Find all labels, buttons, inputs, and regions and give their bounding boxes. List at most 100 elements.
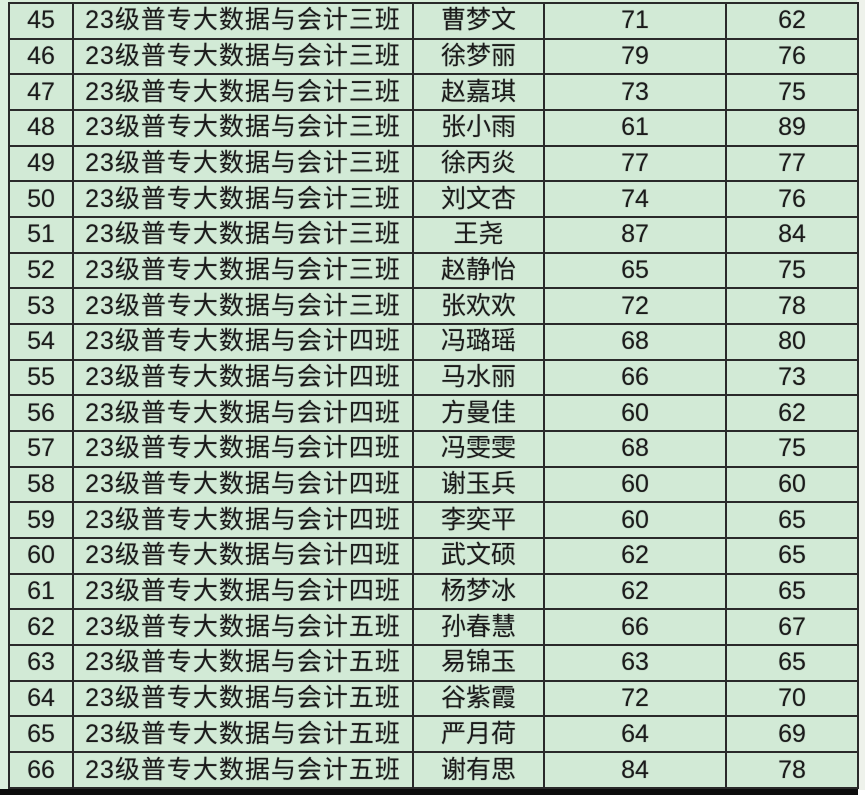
cell-score-2[interactable]: 75 [725, 430, 859, 468]
cell-student-name[interactable]: 徐丙炎 [412, 144, 545, 183]
cell-score-1[interactable]: 62 [543, 537, 727, 575]
cell-class-name[interactable]: 23级普专大数据与会计五班 [72, 608, 414, 647]
cell-student-name[interactable]: 武文硕 [412, 537, 545, 575]
cell-score-1[interactable]: 60 [543, 465, 727, 504]
cell-score-1[interactable]: 66 [543, 608, 727, 647]
cell-class-name[interactable]: 23级普专大数据与会计三班 [72, 287, 414, 326]
cell-class-name[interactable]: 23级普专大数据与会计四班 [72, 501, 414, 540]
cell-student-name[interactable]: 方曼佳 [412, 394, 545, 433]
cell-score-2[interactable]: 76 [725, 37, 859, 76]
cell-student-name[interactable]: 李奕平 [412, 501, 545, 540]
cell-score-1[interactable]: 60 [543, 394, 727, 433]
cell-score-1[interactable]: 71 [543, 2, 727, 40]
cell-student-name[interactable]: 冯雯雯 [412, 430, 545, 468]
cell-score-1[interactable]: 72 [543, 287, 727, 326]
cell-student-name[interactable]: 杨梦冰 [412, 572, 545, 611]
cell-row-number[interactable]: 55 [8, 358, 74, 397]
cell-row-number[interactable]: 57 [8, 430, 74, 468]
cell-student-name[interactable]: 曹梦文 [412, 2, 545, 40]
cell-class-name[interactable]: 23级普专大数据与会计五班 [72, 715, 414, 754]
cell-class-name[interactable]: 23级普专大数据与会计四班 [72, 358, 414, 397]
cell-student-name[interactable]: 易锦玉 [412, 644, 545, 682]
cell-row-number[interactable]: 49 [8, 144, 74, 183]
cell-class-name[interactable]: 23级普专大数据与会计三班 [72, 144, 414, 183]
cell-score-2[interactable]: 65 [725, 537, 859, 575]
cell-student-name[interactable]: 赵静怡 [412, 251, 545, 290]
cell-score-1[interactable]: 74 [543, 180, 727, 219]
cell-class-name[interactable]: 23级普专大数据与会计四班 [72, 465, 414, 504]
cell-class-name[interactable]: 23级普专大数据与会计三班 [72, 2, 414, 40]
cell-student-name[interactable]: 马水丽 [412, 358, 545, 397]
cell-row-number[interactable]: 63 [8, 644, 74, 682]
cell-student-name[interactable]: 王尧 [412, 216, 545, 254]
cell-class-name[interactable]: 23级普专大数据与会计三班 [72, 109, 414, 147]
cell-score-2[interactable]: 65 [725, 501, 859, 540]
cell-row-number[interactable]: 54 [8, 323, 74, 361]
cell-score-1[interactable]: 64 [543, 715, 727, 754]
cell-student-name[interactable]: 谷紫霞 [412, 679, 545, 718]
cell-row-number[interactable]: 45 [8, 2, 74, 40]
cell-score-2[interactable]: 67 [725, 608, 859, 647]
cell-score-2[interactable]: 75 [725, 251, 859, 290]
cell-class-name[interactable]: 23级普专大数据与会计四班 [72, 323, 414, 361]
cell-score-1[interactable]: 68 [543, 430, 727, 468]
cell-student-name[interactable]: 张小雨 [412, 109, 545, 147]
cell-row-number[interactable]: 51 [8, 216, 74, 254]
cell-student-name[interactable]: 刘文杏 [412, 180, 545, 219]
cell-score-2[interactable]: 84 [725, 216, 859, 254]
cell-class-name[interactable]: 23级普专大数据与会计四班 [72, 572, 414, 611]
cell-student-name[interactable]: 冯璐瑶 [412, 323, 545, 361]
cell-score-2[interactable]: 78 [725, 751, 859, 789]
cell-row-number[interactable]: 56 [8, 394, 74, 433]
cell-score-2[interactable]: 75 [725, 73, 859, 112]
cell-student-name[interactable]: 谢玉兵 [412, 465, 545, 504]
cell-score-1[interactable]: 60 [543, 501, 727, 540]
cell-score-2[interactable]: 65 [725, 572, 859, 611]
cell-row-number[interactable]: 50 [8, 180, 74, 219]
cell-student-name[interactable]: 徐梦丽 [412, 37, 545, 76]
cell-score-1[interactable]: 61 [543, 109, 727, 147]
cell-score-2[interactable]: 77 [725, 144, 859, 183]
cell-score-2[interactable]: 80 [725, 323, 859, 361]
cell-row-number[interactable]: 66 [8, 751, 74, 789]
cell-score-2[interactable]: 73 [725, 358, 859, 397]
cell-row-number[interactable]: 64 [8, 679, 74, 718]
cell-score-1[interactable]: 79 [543, 37, 727, 76]
cell-score-2[interactable]: 69 [725, 715, 859, 754]
cell-score-1[interactable]: 73 [543, 73, 727, 112]
cell-student-name[interactable]: 赵嘉琪 [412, 73, 545, 112]
cell-score-1[interactable]: 62 [543, 572, 727, 611]
cell-score-2[interactable]: 65 [725, 644, 859, 682]
cell-score-2[interactable]: 70 [725, 679, 859, 718]
cell-row-number[interactable]: 47 [8, 73, 74, 112]
cell-score-2[interactable]: 76 [725, 180, 859, 219]
cell-score-1[interactable]: 68 [543, 323, 727, 361]
cell-row-number[interactable]: 60 [8, 537, 74, 575]
cell-score-1[interactable]: 77 [543, 144, 727, 183]
cell-student-name[interactable]: 张欢欢 [412, 287, 545, 326]
cell-class-name[interactable]: 23级普专大数据与会计四班 [72, 430, 414, 468]
cell-class-name[interactable]: 23级普专大数据与会计三班 [72, 216, 414, 254]
cell-class-name[interactable]: 23级普专大数据与会计五班 [72, 679, 414, 718]
cell-score-1[interactable]: 72 [543, 679, 727, 718]
cell-row-number[interactable]: 59 [8, 501, 74, 540]
cell-score-1[interactable]: 66 [543, 358, 727, 397]
cell-class-name[interactable]: 23级普专大数据与会计三班 [72, 73, 414, 112]
cell-class-name[interactable]: 23级普专大数据与会计三班 [72, 180, 414, 219]
cell-row-number[interactable]: 58 [8, 465, 74, 504]
cell-score-1[interactable]: 84 [543, 751, 727, 789]
cell-row-number[interactable]: 48 [8, 109, 74, 147]
cell-class-name[interactable]: 23级普专大数据与会计四班 [72, 537, 414, 575]
cell-score-1[interactable]: 87 [543, 216, 727, 254]
cell-class-name[interactable]: 23级普专大数据与会计四班 [72, 394, 414, 433]
cell-score-1[interactable]: 63 [543, 644, 727, 682]
cell-row-number[interactable]: 53 [8, 287, 74, 326]
cell-score-1[interactable]: 65 [543, 251, 727, 290]
cell-score-2[interactable]: 78 [725, 287, 859, 326]
cell-class-name[interactable]: 23级普专大数据与会计三班 [72, 37, 414, 76]
cell-row-number[interactable]: 46 [8, 37, 74, 76]
cell-student-name[interactable]: 谢有思 [412, 751, 545, 789]
cell-student-name[interactable]: 孙春慧 [412, 608, 545, 647]
cell-score-2[interactable]: 62 [725, 2, 859, 40]
cell-score-2[interactable]: 62 [725, 394, 859, 433]
